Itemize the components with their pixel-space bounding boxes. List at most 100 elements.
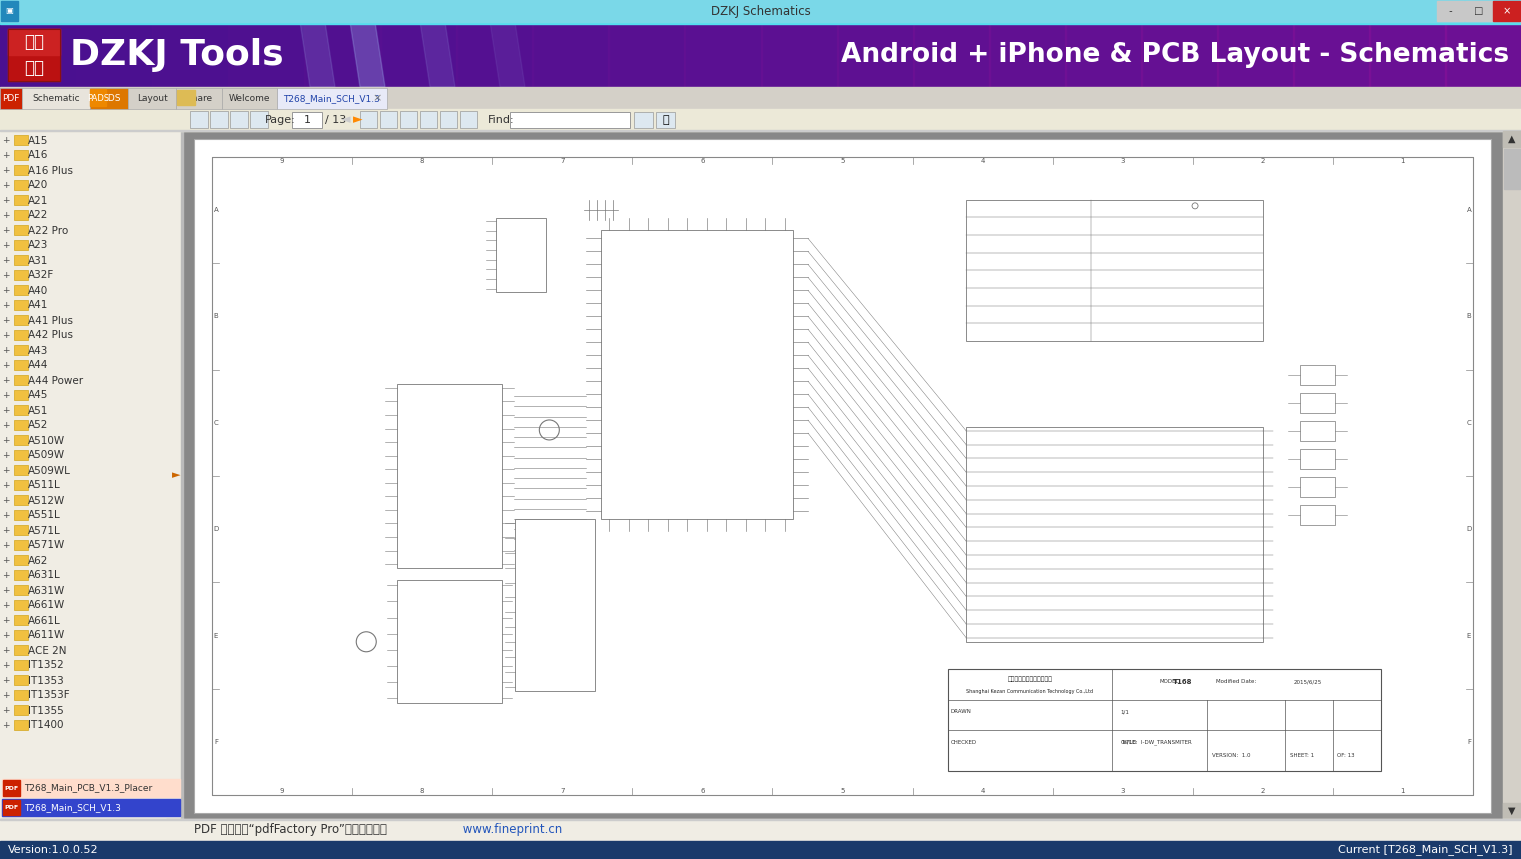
Bar [1217, 22, 1294, 87]
Text: A661L: A661L [27, 616, 61, 625]
Text: 1: 1 [304, 115, 310, 125]
Bar [1369, 22, 1446, 87]
Bar [183, 131, 1521, 841]
Text: C: C [213, 420, 219, 426]
Bar [14, 675, 27, 685]
Bar [14, 495, 27, 505]
Text: Layout: Layout [137, 94, 167, 103]
Text: A16 Plus: A16 Plus [27, 166, 73, 175]
Bar [8, 29, 59, 55]
Text: +: + [2, 421, 9, 430]
Bar [1503, 131, 1521, 819]
Text: 2: 2 [1261, 158, 1265, 164]
Text: +: + [2, 256, 9, 265]
Text: C: C [1466, 420, 1471, 426]
Bar [14, 570, 27, 580]
Bar [228, 22, 306, 87]
Text: Shanghai Kezan Communication Technology Co.,Ltd: Shanghai Kezan Communication Technology … [966, 689, 1094, 694]
Text: 5: 5 [840, 158, 844, 164]
Text: 3: 3 [1121, 158, 1126, 164]
Bar [0, 131, 183, 841]
Text: ×: × [1500, 6, 1515, 16]
Text: +: + [2, 526, 9, 535]
Bar [152, 22, 230, 87]
Text: A23: A23 [27, 241, 49, 251]
Text: +: + [2, 571, 9, 580]
Text: +: + [2, 706, 9, 715]
Text: +: + [2, 466, 9, 475]
Text: +: + [2, 376, 9, 385]
Bar [456, 22, 534, 87]
Text: +: + [2, 346, 9, 355]
Bar [14, 135, 27, 145]
Bar [14, 150, 27, 160]
Text: +: + [2, 586, 9, 595]
Text: B: B [213, 314, 219, 320]
Bar [21, 88, 90, 109]
Text: PDF: PDF [5, 785, 18, 790]
Bar [420, 111, 437, 128]
Bar [1300, 365, 1335, 386]
Text: F: F [214, 739, 218, 745]
Text: +: + [2, 436, 9, 445]
Text: A44: A44 [27, 361, 49, 370]
Bar [496, 218, 546, 292]
Text: +: + [2, 196, 9, 205]
Text: CHECKED: CHECKED [951, 740, 976, 745]
Bar [1494, 1, 1519, 21]
Text: PDF: PDF [5, 805, 18, 810]
Text: A661W: A661W [27, 600, 65, 611]
Bar [608, 22, 686, 87]
Bar [0, 819, 1521, 841]
Text: T268_Main_SCH_V1.3: T268_Main_SCH_V1.3 [24, 803, 120, 812]
Text: ►: ► [353, 113, 364, 126]
Text: Schematic: Schematic [32, 94, 79, 103]
Bar [14, 645, 27, 655]
Text: 上海东震通信技术有限公司: 上海东震通信技术有限公司 [1007, 677, 1053, 682]
Text: Find:: Find: [488, 115, 514, 125]
Polygon shape [490, 22, 525, 87]
Bar [459, 111, 478, 128]
Text: ×: × [373, 94, 382, 103]
Bar [760, 22, 838, 87]
Bar [176, 90, 195, 105]
Bar [532, 22, 610, 87]
Text: +: + [2, 286, 9, 295]
Bar [948, 669, 1381, 771]
Text: +: + [2, 181, 9, 190]
Bar [292, 112, 322, 128]
Bar [1300, 393, 1335, 413]
Bar [14, 615, 27, 625]
Text: 4: 4 [981, 158, 984, 164]
Text: +: + [2, 676, 9, 685]
Text: ►: ► [170, 825, 178, 835]
Text: ▣: ▣ [6, 7, 14, 15]
Text: A16: A16 [27, 150, 49, 161]
Text: DRAWN: DRAWN [951, 710, 972, 715]
Text: 东震: 东震 [24, 33, 44, 51]
Bar [0, 819, 1521, 820]
Text: 8: 8 [420, 158, 424, 164]
Text: +: + [2, 271, 9, 280]
Text: OF: 13: OF: 13 [1337, 753, 1355, 758]
Bar [0, 22, 1521, 24]
Text: A40: A40 [27, 285, 49, 295]
Bar [14, 510, 27, 520]
Bar [14, 585, 27, 595]
Bar [397, 581, 502, 704]
Text: MODEL:: MODEL: [1161, 679, 1182, 684]
Bar [14, 255, 27, 265]
Text: A21: A21 [27, 196, 49, 205]
Bar [90, 88, 128, 109]
Bar [3, 800, 20, 815]
Text: PADS: PADS [87, 94, 110, 103]
Text: -: - [1446, 6, 1456, 16]
Bar [230, 111, 248, 128]
Text: A: A [1466, 207, 1471, 213]
Text: +: + [2, 451, 9, 460]
Text: IT1352: IT1352 [27, 661, 64, 671]
Bar [14, 195, 27, 205]
Bar [176, 88, 222, 109]
Text: A51: A51 [27, 405, 49, 416]
Text: 7: 7 [560, 788, 564, 794]
